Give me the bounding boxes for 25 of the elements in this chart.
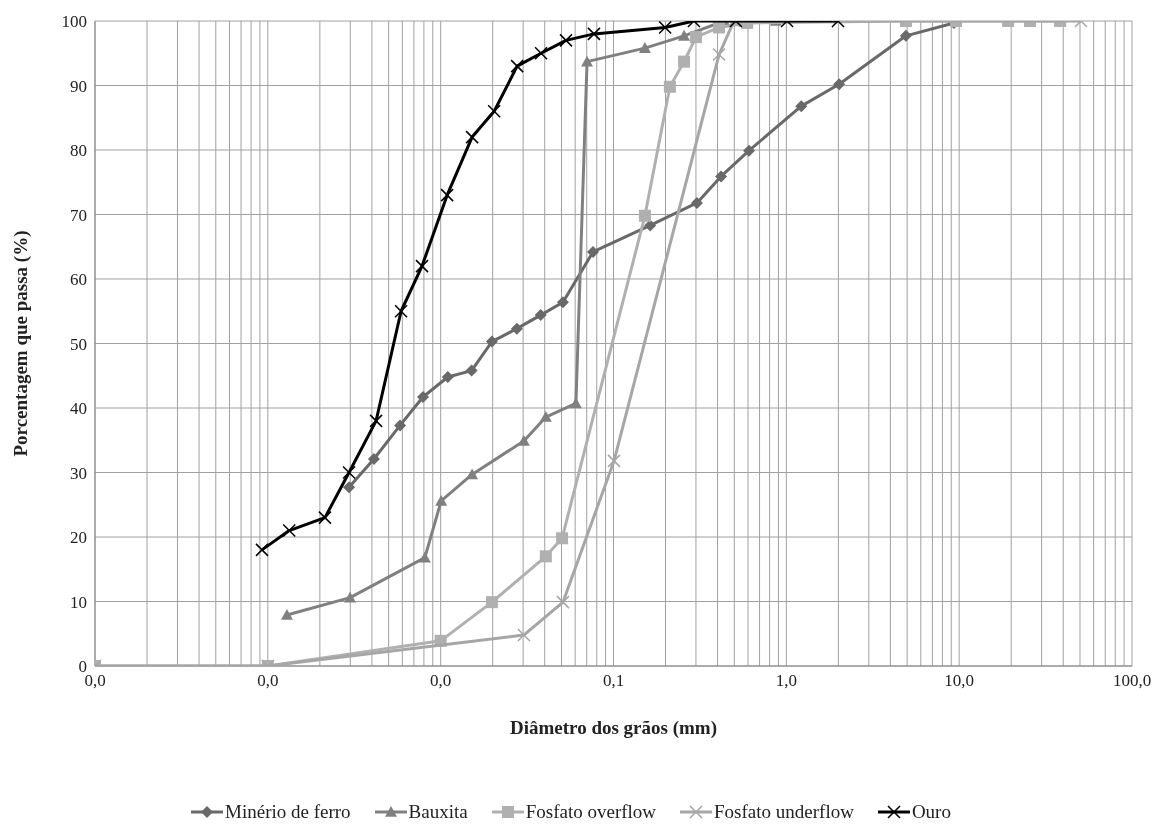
y-tick-label: 10 [70, 592, 87, 612]
x-tick-label: 0,0 [430, 671, 452, 691]
y-tick-label: 100 [61, 12, 87, 32]
y-tick-label: 70 [70, 205, 87, 225]
legend-label: Bauxita [408, 801, 468, 823]
x-tick-label: 1,0 [775, 671, 797, 691]
y-axis-title: Porcentagem que passa (%) [9, 230, 32, 457]
x-tick-label: 0,0 [84, 671, 106, 691]
y-tick-label: 30 [70, 463, 87, 483]
y-tick-label: 80 [70, 141, 87, 161]
legend-label: Minério de ferro [225, 801, 351, 823]
y-tick-label: 90 [70, 76, 87, 96]
x-tick-label: 100,0 [1112, 671, 1152, 691]
legend-label: Fosfato underflow [714, 801, 854, 823]
y-tick-label: 0 [78, 657, 87, 677]
y-tick-label: 60 [70, 270, 87, 290]
y-tick-label: 50 [70, 334, 87, 354]
x-axis-title: Diâmetro dos grãos (mm) [509, 717, 718, 740]
y-tick-label: 40 [70, 399, 87, 419]
x-tick-label: 0,0 [257, 671, 279, 691]
legend-label: Fosfato overflow [525, 801, 657, 823]
y-tick-label: 20 [70, 528, 87, 548]
x-tick-label: 0,1 [602, 671, 625, 691]
x-tick-label: 10,0 [944, 671, 975, 691]
legend-label: Ouro [911, 801, 951, 823]
